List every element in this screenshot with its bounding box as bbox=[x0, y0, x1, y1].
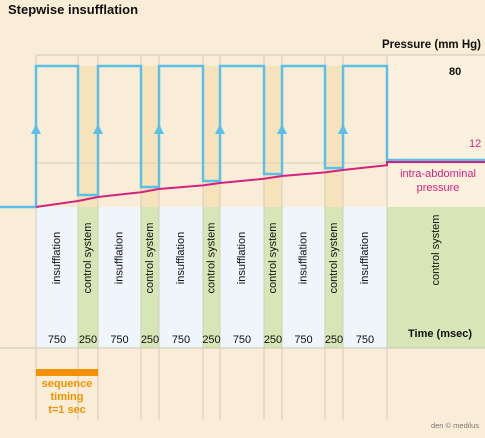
insufflation-label: insufflation bbox=[175, 232, 187, 284]
control-system-band bbox=[78, 207, 98, 348]
control-system-label: control system bbox=[430, 215, 442, 286]
pressure-max-label: 80 bbox=[449, 66, 462, 78]
insufflation-label: insufflation bbox=[359, 232, 371, 284]
rise-arrow-icon bbox=[154, 124, 164, 134]
phase-duration: 250 bbox=[141, 334, 159, 346]
control-system-band bbox=[264, 207, 282, 348]
rise-arrow-icon bbox=[215, 124, 225, 134]
insufflation-band bbox=[282, 207, 325, 348]
control-system-label: control system bbox=[205, 223, 217, 294]
insufflation-label: insufflation bbox=[297, 232, 309, 284]
plot-area-right bbox=[387, 55, 485, 207]
control-window-shade bbox=[141, 66, 159, 207]
phase-duration: 750 bbox=[233, 334, 251, 346]
rise-arrow-icon bbox=[31, 124, 41, 134]
control-window-shade bbox=[264, 66, 282, 207]
phase-duration: 250 bbox=[79, 334, 97, 346]
control-system-band bbox=[203, 207, 220, 348]
phase-duration: 250 bbox=[325, 334, 343, 346]
time-axis-title: Time (msec) bbox=[408, 328, 472, 340]
pressure-axis-title: Pressure (mm Hg) bbox=[381, 39, 481, 51]
sequence-timing-label: sequence timing t=1 sec bbox=[36, 378, 98, 417]
iap-value-label: 12 bbox=[469, 138, 482, 150]
phase-duration: 750 bbox=[172, 334, 190, 346]
insufflation-band bbox=[159, 207, 203, 348]
control-system-band bbox=[141, 207, 159, 348]
control-system-label: control system bbox=[328, 223, 340, 294]
pressure-waveform bbox=[0, 64, 485, 209]
rise-arrow-icon bbox=[277, 124, 287, 134]
control-system-label: control system bbox=[82, 223, 94, 294]
insufflation-band bbox=[98, 207, 141, 348]
control-window-shade bbox=[78, 66, 98, 207]
insufflation-label: insufflation bbox=[236, 232, 248, 284]
insufflation-band bbox=[220, 207, 264, 348]
phase-duration: 750 bbox=[110, 334, 128, 346]
sequence-timing-line3: t=1 sec bbox=[48, 404, 86, 416]
phase-duration: 250 bbox=[202, 334, 220, 346]
diagram-title: Stepwise insufflation bbox=[8, 2, 139, 17]
phase-duration: 750 bbox=[294, 334, 312, 346]
control-window-shade bbox=[203, 66, 220, 207]
phase-bands bbox=[36, 55, 485, 348]
sequence-timing-line1: sequence bbox=[41, 378, 93, 390]
insufflation-label: insufflation bbox=[51, 232, 63, 284]
control-system-band bbox=[325, 207, 343, 348]
phase-labels: insufflation 750 control system 250 insuffla… bbox=[48, 215, 442, 346]
control-system-label: control system bbox=[267, 223, 279, 294]
sequence-timing-bar bbox=[36, 369, 98, 376]
rise-arrow-icon bbox=[338, 124, 348, 134]
insufflation-band bbox=[343, 207, 387, 348]
iap-curve bbox=[35, 161, 485, 208]
insufflation-band bbox=[36, 207, 78, 348]
phase-duration: 750 bbox=[48, 334, 66, 346]
control-window-shade bbox=[325, 66, 343, 207]
insufflation-label: insufflation bbox=[113, 232, 125, 284]
credit-text: den © medilus bbox=[430, 421, 479, 430]
iap-curve-label: intra-abdominal pressure bbox=[400, 168, 476, 194]
control-system-band bbox=[387, 207, 485, 348]
sequence-timing-line2: timing bbox=[50, 391, 84, 403]
control-system-label: control system bbox=[144, 223, 156, 294]
pressure-line bbox=[0, 64, 485, 209]
phase-duration: 250 bbox=[264, 334, 282, 346]
phase-duration: 750 bbox=[356, 334, 374, 346]
rise-arrow-icon bbox=[93, 124, 103, 134]
iap-line bbox=[35, 161, 485, 208]
